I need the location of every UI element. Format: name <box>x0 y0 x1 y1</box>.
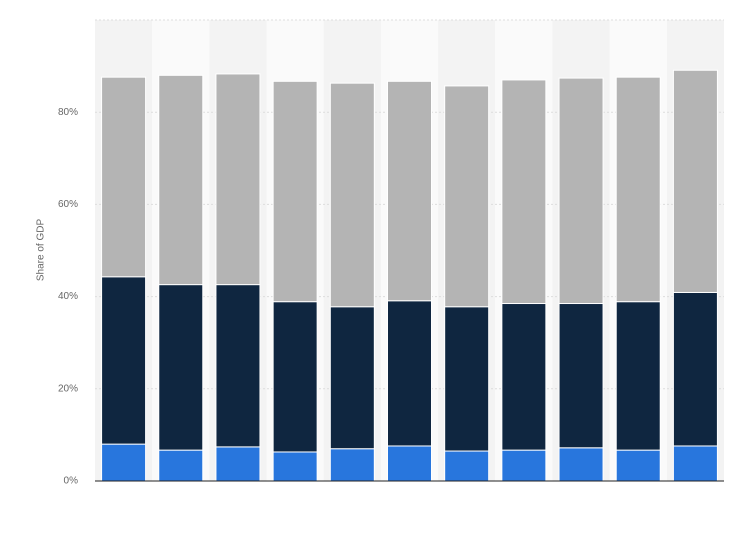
y-tick-label: 0% <box>64 476 79 487</box>
bar-segment <box>444 85 490 308</box>
bar-segment <box>558 77 604 305</box>
bar-segment <box>329 448 375 482</box>
bar-segment <box>615 449 661 482</box>
bar-segment <box>672 445 718 482</box>
bar-segment <box>158 449 204 482</box>
y-tick-label: 80% <box>58 107 78 118</box>
bar-segment <box>558 303 604 449</box>
bar-segment <box>329 306 375 450</box>
y-axis-label: Share of GDP <box>36 219 47 282</box>
bar-segment <box>215 284 261 448</box>
bar-segment <box>101 276 147 445</box>
bar-segment <box>215 446 261 482</box>
bar-segment <box>672 291 718 447</box>
bar-segment <box>101 76 147 278</box>
bar-segment <box>158 74 204 286</box>
bar-segment <box>101 443 147 482</box>
bar-segment <box>444 306 490 452</box>
bar-segment <box>672 69 718 293</box>
bar-segment <box>558 447 604 482</box>
bar-segment <box>158 284 204 451</box>
bar-segment <box>387 300 432 447</box>
bar-segment <box>501 449 547 482</box>
bar-segment <box>215 73 261 286</box>
bar-segment <box>387 80 432 302</box>
bar-segment <box>387 445 432 482</box>
y-tick-label: 20% <box>58 383 78 394</box>
bar-segment <box>272 451 318 482</box>
bar-segment <box>329 82 375 308</box>
bar-segment <box>272 80 318 303</box>
bar-segment <box>501 79 547 305</box>
y-tick-label: 40% <box>58 291 78 302</box>
bar-segment <box>615 76 661 303</box>
bar-segment <box>501 303 547 451</box>
bar-segment <box>615 301 661 451</box>
bar-segment <box>444 450 490 482</box>
y-tick-label: 60% <box>58 199 78 210</box>
bar-segment <box>272 301 318 453</box>
